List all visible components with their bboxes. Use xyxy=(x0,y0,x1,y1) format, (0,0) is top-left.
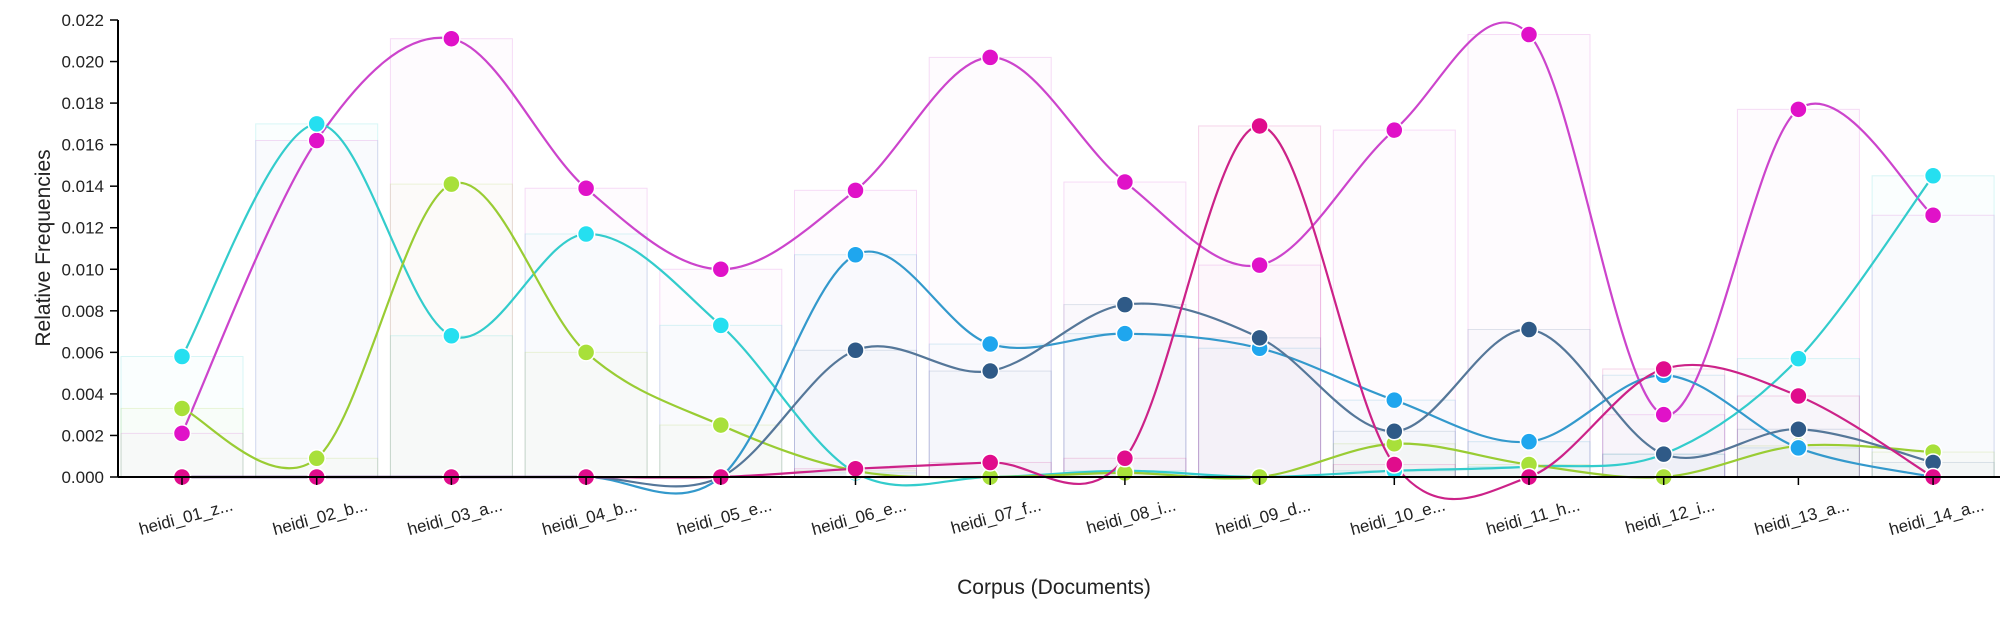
y-axis-title: Relative Frequencies xyxy=(32,149,55,346)
series-5-point[interactable] xyxy=(1115,295,1135,314)
series-1-point[interactable] xyxy=(980,48,1000,67)
x-tick-label: heidi_10_e... xyxy=(1348,496,1447,540)
series-2-point[interactable] xyxy=(576,224,596,244)
y-tick-label: 0.016 xyxy=(61,136,104,155)
series-4-point[interactable] xyxy=(1519,432,1539,451)
series-1-point[interactable] xyxy=(172,424,192,443)
y-tick-label: 0.012 xyxy=(61,219,104,238)
series-6-point[interactable] xyxy=(1789,386,1808,406)
series-1-point[interactable] xyxy=(307,131,326,150)
series-2-bar xyxy=(255,123,379,478)
series-1-point[interactable] xyxy=(1385,120,1404,140)
series-6-point[interactable] xyxy=(1654,359,1673,379)
series-1-point[interactable] xyxy=(442,29,461,48)
series-3-bar xyxy=(120,407,244,478)
x-tick-label: heidi_04_b... xyxy=(540,496,639,540)
x-tick-label: heidi_07_f... xyxy=(949,496,1043,538)
series-5-bar xyxy=(794,349,917,478)
series-2-point[interactable] xyxy=(307,114,326,134)
series-2-point[interactable] xyxy=(711,316,731,335)
x-tick-label: heidi_08_i... xyxy=(1084,496,1177,538)
y-tick-label: 0.002 xyxy=(61,426,104,445)
series-6-point[interactable] xyxy=(1115,449,1135,468)
bars-layer xyxy=(120,34,1995,478)
series-5-point[interactable] xyxy=(1385,422,1404,441)
series-2-point[interactable] xyxy=(1789,349,1808,368)
series-4-point[interactable] xyxy=(980,334,1000,354)
x-tick-label: heidi_11_h... xyxy=(1484,496,1582,539)
y-tick-label: 0.006 xyxy=(61,343,104,362)
x-tick-label: heidi_05_e... xyxy=(675,496,774,540)
x-tick-label: heidi_14_a... xyxy=(1887,496,1986,540)
series-6-point[interactable] xyxy=(1250,116,1269,136)
y-tick-label: 0.018 xyxy=(61,94,104,113)
x-tick-label: heidi_03_a... xyxy=(405,496,504,540)
series-1-point[interactable] xyxy=(1654,405,1673,424)
series-3-point[interactable] xyxy=(307,449,326,468)
series-4-point[interactable] xyxy=(1789,438,1808,458)
series-3-point[interactable] xyxy=(711,415,731,435)
series-3-point[interactable] xyxy=(442,174,461,194)
x-tick-label: heidi_09_d... xyxy=(1214,496,1313,540)
x-tick-label: heidi_13_a... xyxy=(1752,496,1851,540)
series-6-point[interactable] xyxy=(846,459,865,478)
series-1-point[interactable] xyxy=(1250,255,1269,275)
y-tick-label: 0.020 xyxy=(61,53,104,72)
series-5-point[interactable] xyxy=(1654,444,1673,464)
series-6-point[interactable] xyxy=(980,453,1000,472)
series-6-point[interactable] xyxy=(1385,455,1404,474)
x-tick-label: heidi_06_e... xyxy=(810,496,909,540)
x-tick-label: heidi_02_b... xyxy=(271,496,370,540)
series-2-point[interactable] xyxy=(442,326,461,345)
x-axis-title: Corpus (Documents) xyxy=(957,576,1151,599)
series-2-point[interactable] xyxy=(172,347,192,366)
y-tick-label: 0.004 xyxy=(61,385,104,404)
x-tick-label: heidi_01_z... xyxy=(137,496,235,539)
series-1-point[interactable] xyxy=(1789,100,1808,119)
series-3-point[interactable] xyxy=(576,343,596,362)
series-4-point[interactable] xyxy=(1385,390,1404,410)
series-1-point[interactable] xyxy=(1115,172,1135,192)
series-4-point[interactable] xyxy=(846,245,865,264)
y-tick-label: 0.014 xyxy=(61,177,104,196)
series-1-point[interactable] xyxy=(846,181,865,200)
x-tick-label: heidi_12_i... xyxy=(1623,496,1716,538)
series-4-point[interactable] xyxy=(1115,324,1135,343)
series-2-point[interactable] xyxy=(1923,166,1943,186)
series-1-point[interactable] xyxy=(1923,206,1943,225)
y-tick-label: 0.010 xyxy=(61,260,104,279)
series-5-point[interactable] xyxy=(846,341,865,360)
axes-layer xyxy=(117,20,2000,478)
series-3-bar xyxy=(524,351,648,478)
series-1-point[interactable] xyxy=(711,260,731,279)
series-1-point[interactable] xyxy=(1519,25,1539,44)
y-tick-label: 0.022 xyxy=(61,11,104,30)
series-5-point[interactable] xyxy=(1519,320,1539,339)
series-3-point[interactable] xyxy=(172,399,192,418)
series-5-point[interactable] xyxy=(1789,419,1808,439)
series-5-point[interactable] xyxy=(980,361,1000,381)
series-5-point[interactable] xyxy=(1250,328,1269,348)
y-tick-label: 0.008 xyxy=(61,302,104,321)
y-tick-label: 0.000 xyxy=(61,468,104,487)
series-6-bar xyxy=(1198,125,1322,478)
series-1-point[interactable] xyxy=(576,179,596,198)
